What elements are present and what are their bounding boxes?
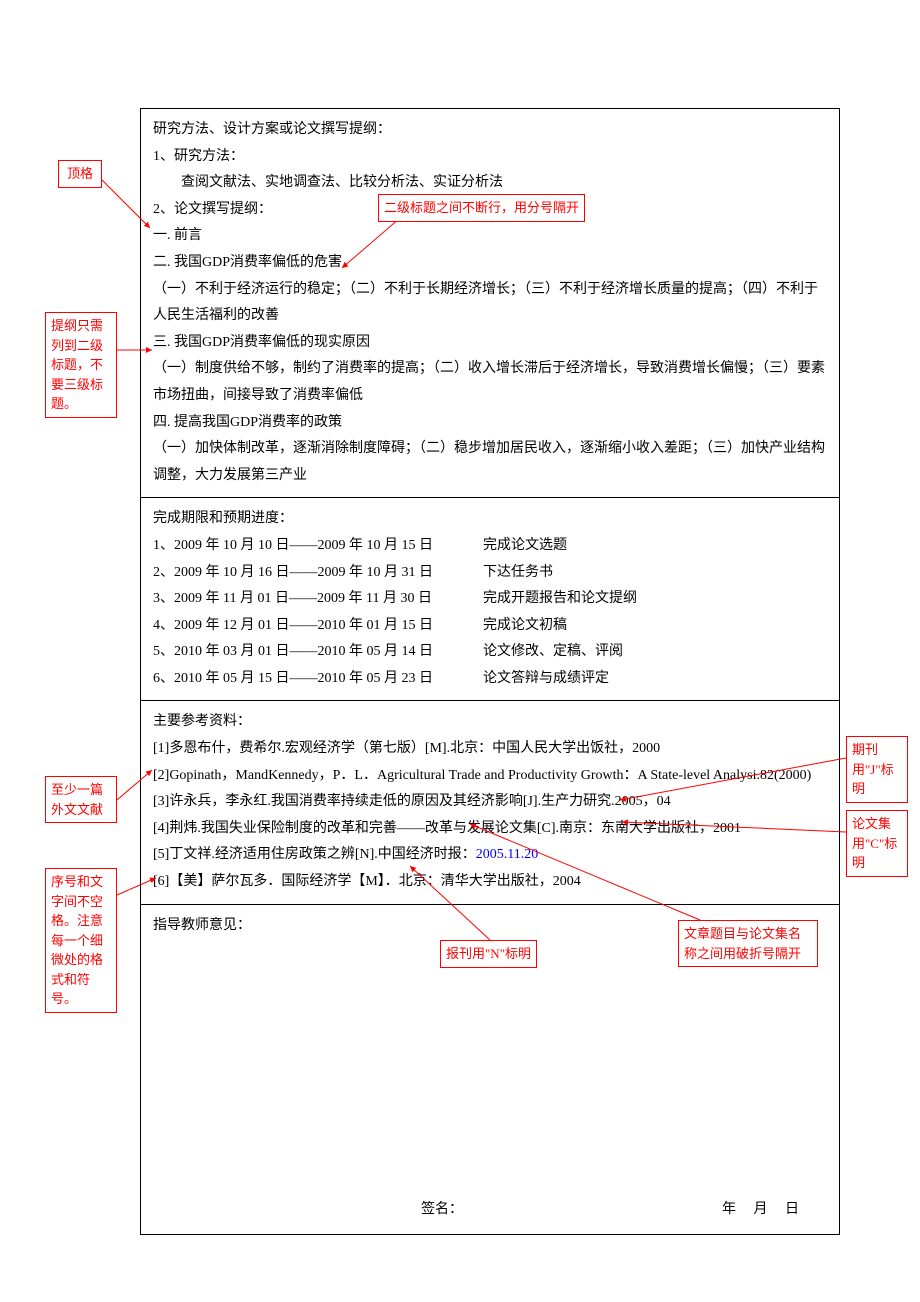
ref-3: [3]许永兵，李永红.我国消费率持续走低的原因及其经济影响[J].生产力研究.2… <box>153 789 827 816</box>
sec3-title: 主要参考资料： <box>153 709 827 736</box>
document-page: 研究方法、设计方案或论文撰写提纲： 1、研究方法： 查阅文献法、实地调查法、比较… <box>140 108 840 1235</box>
ref-2: [2]Gopinath，MandKennedy，P．L．Agricultural… <box>153 763 827 790</box>
callout-semicolon: 二级标题之间不断行，用分号隔开 <box>378 194 585 222</box>
sec1-p1: 一. 前言 <box>153 223 827 250</box>
ref-5-date-link[interactable]: 2005.11.20 <box>476 847 538 862</box>
sec1-l1: 1、研究方法： <box>153 144 827 171</box>
ref-4: [4]荆炜.我国失业保险制度的改革和完善——改革与发展论文集[C].南京：东南大… <box>153 816 827 843</box>
callout-dash-separator: 文章题目与论文集名称之间用破折号隔开 <box>678 920 818 967</box>
sec1-title: 研究方法、设计方案或论文撰写提纲： <box>153 117 827 144</box>
sec2-title: 完成期限和预期进度： <box>153 506 827 533</box>
callout-top-align: 顶格 <box>58 160 102 188</box>
schedule-row: 6、2010 年 05 月 15 日——2010 年 05 月 23 日论文答辩… <box>153 666 827 693</box>
schedule-row: 4、2009 年 12 月 01 日——2010 年 01 月 15 日完成论文… <box>153 613 827 640</box>
sec1-p4: 四. 提高我国GDP消费率的政策 <box>153 410 827 437</box>
section-schedule: 完成期限和预期进度： 1、2009 年 10 月 10 日——2009 年 10… <box>141 498 840 701</box>
callout-journal-j: 期刊用"J"标明 <box>846 736 908 803</box>
sec1-p4a: （一）加快体制改革，逐渐消除制度障碍；（二）稳步增加居民收入，逐渐缩小收入差距；… <box>153 436 827 489</box>
sec1-l1a: 查阅文献法、实地调查法、比较分析法、实证分析法 <box>153 170 827 197</box>
ref-6: [6]【美】萨尔瓦多．国际经济学【M】．北京：清华大学出版社，2004 <box>153 869 827 896</box>
sec1-p3: 三. 我国GDP消费率偏低的现实原因 <box>153 330 827 357</box>
sec1-p2: 二. 我国GDP消费率偏低的危害 <box>153 250 827 277</box>
ref-1: [1]多恩布什，费希尔.宏观经济学（第七版）[M].北京：中国人民大学出饭社，2… <box>153 736 827 763</box>
callout-foreign-ref: 至少一篇外文文献 <box>45 776 117 823</box>
sec1-p2a: （一）不利于经济运行的稳定；（二）不利于长期经济增长；（三）不利于经济增长质量的… <box>153 277 827 330</box>
main-table: 研究方法、设计方案或论文撰写提纲： 1、研究方法： 查阅文献法、实地调查法、比较… <box>140 108 840 1235</box>
section-references: 主要参考资料： [1]多恩布什，费希尔.宏观经济学（第七版）[M].北京：中国人… <box>141 701 840 904</box>
ref-5: [5]丁文祥.经济适用住房政策之辨[N].中国经济时报：2005.11.20 <box>153 842 827 869</box>
callout-format-detail: 序号和文字间不空格。注意每一个细微处的格式和符号。 <box>45 868 117 1013</box>
signature-row: 签名： 年 月 日 <box>141 1197 839 1224</box>
callout-outline-level: 提纲只需列到二级标题，不要三级标题。 <box>45 312 117 418</box>
sec1-p3a: （一）制度供给不够，制约了消费率的提高；（二）收入增长滞后于经济增长，导致消费增… <box>153 356 827 409</box>
date-fields: 年 月 日 <box>722 1197 799 1224</box>
schedule-row: 2、2009 年 10 月 16 日——2009 年 10 月 31 日下达任务… <box>153 560 827 587</box>
callout-collection-c: 论文集用"C"标明 <box>846 810 908 877</box>
sig-label: 签名： <box>421 1197 463 1224</box>
schedule-row: 1、2009 年 10 月 10 日——2009 年 10 月 15 日完成论文… <box>153 533 827 560</box>
callout-newspaper-n: 报刊用"N"标明 <box>440 940 537 968</box>
section-methods: 研究方法、设计方案或论文撰写提纲： 1、研究方法： 查阅文献法、实地调查法、比较… <box>141 109 840 498</box>
schedule-row: 5、2010 年 03 月 01 日——2010 年 05 月 14 日论文修改… <box>153 639 827 666</box>
schedule-row: 3、2009 年 11 月 01 日——2009 年 11 月 30 日完成开题… <box>153 586 827 613</box>
